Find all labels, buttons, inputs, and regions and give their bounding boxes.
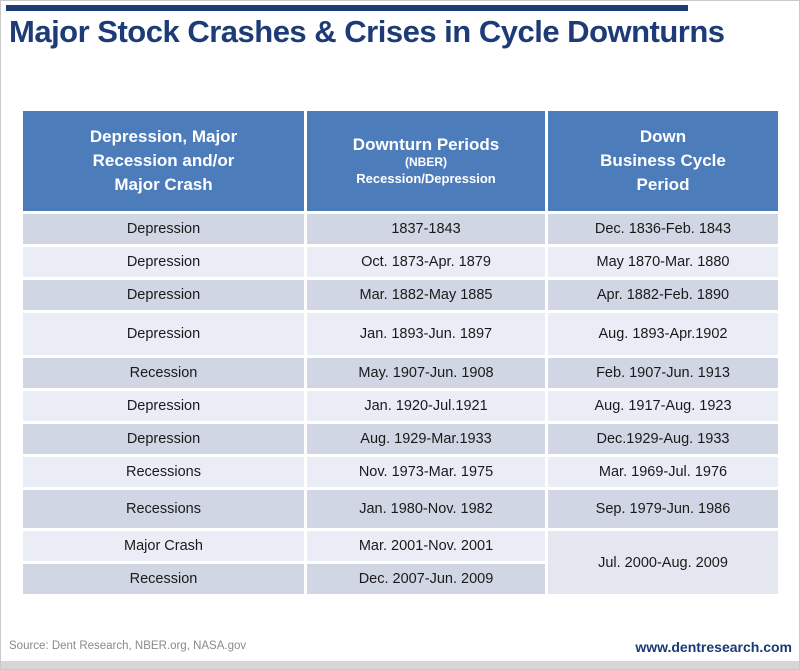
source-note: Source: Dent Research, NBER.org, NASA.go… [9,640,247,652]
cell-downturn-row3: Mar. 1882-May 1885 [307,280,545,310]
cell-crash-type-row11: Recession [23,564,304,594]
cell-downturn-row4: Jan. 1893-Jun. 1897 [307,313,545,355]
header-cell-business-cycle-label: Down Business Cycle Period [600,127,726,194]
cell-crash-type-row10: Major Crash [23,531,304,561]
header-cell-downturn-periods: Downturn Periods (NBER) Recession/Depres… [307,111,545,211]
cell-cycle-row10: Jul. 2000-Aug. 2009 [548,531,778,594]
header-cell-crash-type-label: Depression, Major Recession and/or Major… [89,127,238,194]
cell-cycle-row8: Mar. 1969-Jul. 1976 [548,457,778,487]
cell-crash-type-row4: Depression [23,313,304,355]
cell-crash-type-row8: Recessions [23,457,304,487]
cell-crash-type-row6: Depression [23,391,304,421]
cell-downturn-row7: Aug. 1929-Mar.1933 [307,424,545,454]
table-body: Depression 1837-1843 Dec. 1836-Feb. 1843 De… [23,214,778,594]
website-url: www.dentresearch.com [635,639,792,655]
header-downturn-recdep: Recession/Depression [356,170,496,186]
cell-crash-type-row1: Depression [23,214,304,244]
cell-cycle-row6: Aug. 1917-Aug. 1923 [548,391,778,421]
page-title: Major Stock Crashes & Crises in Cycle Do… [9,14,725,49]
cell-cycle-row4: Aug. 1893-Apr.1902 [548,313,778,355]
bottom-strip [1,661,799,669]
cell-downturn-row6: Jan. 1920-Jul.1921 [307,391,545,421]
cell-downturn-row2: Oct. 1873-Apr. 1879 [307,247,545,277]
header-cell-business-cycle: Down Business Cycle Period [548,111,778,211]
cell-cycle-row7: Dec.1929-Aug. 1933 [548,424,778,454]
crashes-table: Depression, Major Recession and/or Major… [23,111,778,594]
cell-downturn-row11: Dec. 2007-Jun. 2009 [307,564,545,594]
cell-crash-type-row7: Depression [23,424,304,454]
cell-downturn-row9: Jan. 1980-Nov. 1982 [307,490,545,528]
cell-cycle-row3: Apr. 1882-Feb. 1890 [548,280,778,310]
header-downturn-nber: (NBER) [405,155,447,170]
header-cell-crash-type: Depression, Major Recession and/or Major… [23,111,304,211]
top-rule [6,5,688,11]
cell-cycle-row9: Sep. 1979-Jun. 1986 [548,490,778,528]
cell-downturn-row8: Nov. 1973-Mar. 1975 [307,457,545,487]
cell-downturn-row5: May. 1907-Jun. 1908 [307,358,545,388]
cell-crash-type-row5: Recession [23,358,304,388]
cell-cycle-row5: Feb. 1907-Jun. 1913 [548,358,778,388]
table-header: Depression, Major Recession and/or Major… [23,111,778,211]
cell-downturn-row10: Mar. 2001-Nov. 2001 [307,531,545,561]
cell-cycle-row1: Dec. 1836-Feb. 1843 [548,214,778,244]
cell-crash-type-row2: Depression [23,247,304,277]
cell-downturn-row1: 1837-1843 [307,214,545,244]
cell-crash-type-row3: Depression [23,280,304,310]
cell-cycle-row2: May 1870-Mar. 1880 [548,247,778,277]
cell-crash-type-row9: Recessions [23,490,304,528]
header-downturn-title: Downturn Periods [352,135,500,155]
